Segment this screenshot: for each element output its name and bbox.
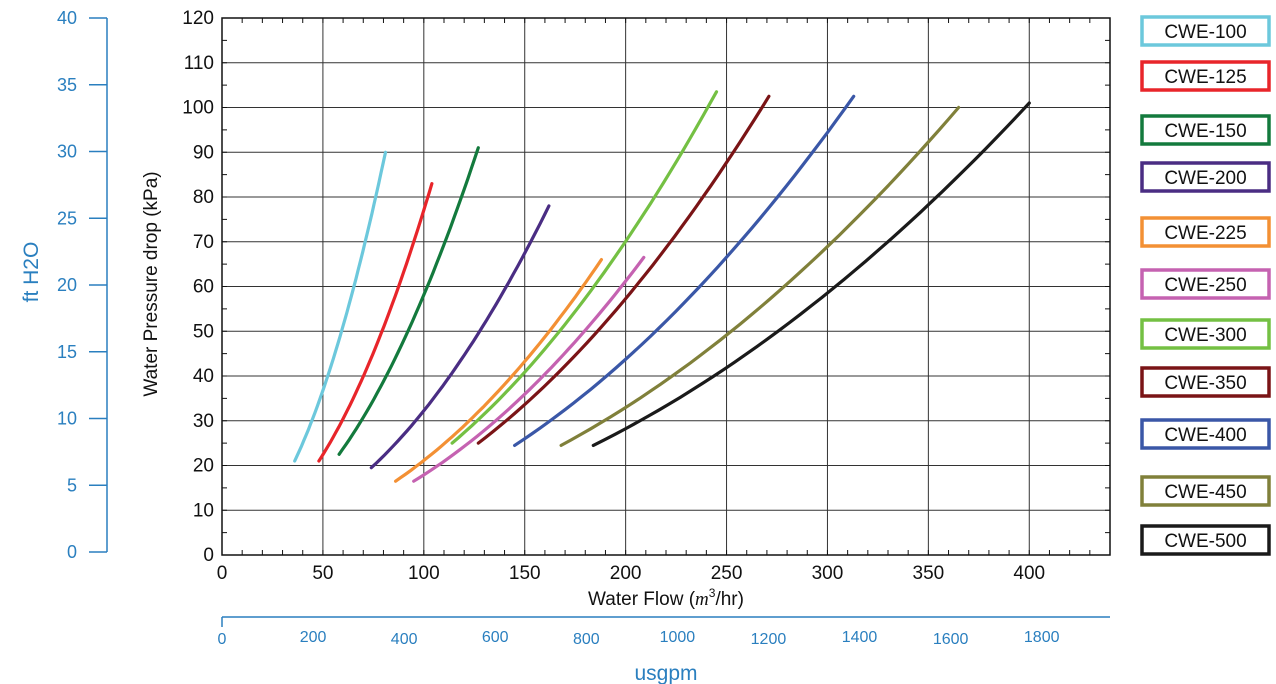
plot-frame: [221, 17, 1111, 556]
secondary-x-axis-title: usgpm: [634, 662, 697, 684]
y-axis-title: Water Pressure drop (kPa): [141, 171, 162, 396]
secondary-x-tick-label: 800: [573, 631, 600, 648]
secondary-x-tick-label: 400: [391, 631, 418, 648]
legend-box-cwe-225: [1140, 216, 1271, 248]
legend-box-cwe-400: [1140, 418, 1271, 450]
secondary-x-tick-label: 1000: [660, 629, 696, 646]
legend-label-cwe-350: CWE-350: [1164, 373, 1246, 394]
secondary-y-tick-label: 35: [57, 75, 77, 95]
secondary-y-tick-label: 5: [67, 475, 77, 495]
y-tick-label: 80: [193, 187, 214, 208]
y-tick-label: 110: [184, 53, 214, 74]
x-axis-ticks: 0 50 100 150 200 250 300 350 400: [217, 563, 1045, 584]
legend-label-cwe-300: CWE-300: [1164, 325, 1246, 346]
y-tick-label: 60: [193, 277, 214, 298]
y-tick-label: 50: [193, 321, 214, 342]
series-line-cwe-300: [450, 90, 719, 445]
x-axis-title: Water Flow (m3/hr): [588, 586, 744, 610]
series-lines: [293, 90, 1031, 483]
legend-label-cwe-125: CWE-125: [1164, 67, 1246, 88]
series-line-cwe-350: [476, 94, 771, 445]
legend-label-cwe-250: CWE-250: [1164, 275, 1246, 296]
y-tick-label: 20: [193, 456, 214, 477]
secondary-y-tick-label: 40: [57, 8, 77, 28]
legend-box-cwe-100: [1140, 15, 1271, 47]
secondary-y-axis: 0 5 10 15 20 25 30 35 40: [57, 8, 108, 562]
legend-box-cwe-125: [1140, 60, 1271, 92]
y-tick-label: 100: [182, 98, 214, 119]
x-tick-label: 150: [509, 563, 541, 584]
secondary-x-tick-label: 1200: [751, 631, 787, 648]
y-tick-label: 10: [193, 500, 214, 521]
x-tick-label: 400: [1013, 563, 1045, 584]
legend-box-cwe-450: [1140, 475, 1271, 507]
legend-box-cwe-350: [1140, 366, 1271, 398]
secondary-y-tick-label: 0: [67, 542, 77, 562]
legend: CWE-100 CWE-125 CWE-150 CWE-200 CWE-225 CWE-2…: [1140, 15, 1271, 556]
y-tick-label: 120: [182, 8, 214, 29]
x-tick-label: 250: [711, 563, 743, 584]
legend-label-cwe-200: CWE-200: [1164, 168, 1246, 189]
x-tick-label: 100: [408, 563, 440, 584]
y-tick-label: 70: [193, 232, 214, 253]
secondary-x-tick-label: 1800: [1024, 629, 1060, 646]
x-tick-label: 300: [812, 563, 844, 584]
secondary-x-tick-label: 200: [300, 629, 327, 646]
secondary-y-tick-label: 20: [57, 275, 77, 295]
x-tick-label: 0: [217, 563, 228, 584]
legend-box-cwe-500: [1140, 524, 1271, 556]
series-line-cwe-500: [591, 101, 1031, 447]
legend-label-cwe-450: CWE-450: [1164, 482, 1246, 503]
legend-box-cwe-250: [1140, 268, 1271, 300]
series-line-cwe-125: [317, 182, 434, 463]
y-tick-label: 40: [193, 366, 214, 387]
series-line-cwe-400: [512, 94, 856, 447]
x-tick-label: 200: [610, 563, 642, 584]
secondary-y-axis-title: ft H2O: [20, 242, 43, 303]
series-line-cwe-200: [369, 204, 551, 470]
legend-label-cwe-400: CWE-400: [1164, 425, 1246, 446]
secondary-y-tick-label: 10: [57, 409, 77, 429]
secondary-y-tick-label: 15: [57, 342, 77, 362]
secondary-x-tick-label: 0: [218, 631, 227, 648]
y-tick-label: 90: [193, 142, 214, 163]
legend-label-cwe-225: CWE-225: [1164, 223, 1246, 244]
legend-label-cwe-150: CWE-150: [1164, 121, 1246, 142]
x-tick-label: 350: [913, 563, 945, 584]
x-tick-label: 50: [312, 563, 333, 584]
secondary-y-tick-label: 30: [57, 142, 77, 162]
secondary-y-tick-label: 25: [57, 208, 77, 228]
y-tick-label: 0: [203, 545, 214, 566]
legend-box-cwe-200: [1140, 161, 1271, 193]
series-line-cwe-150: [337, 146, 480, 456]
series-line-cwe-225: [394, 258, 604, 483]
series-line-cwe-450: [559, 105, 961, 447]
legend-label-cwe-100: CWE-100: [1164, 22, 1246, 43]
secondary-x-tick-label: 1600: [933, 631, 969, 648]
y-tick-label: 30: [193, 411, 214, 432]
legend-box-cwe-150: [1140, 114, 1271, 146]
legend-label-cwe-500: CWE-500: [1164, 531, 1246, 552]
secondary-x-tick-label: 1400: [842, 629, 878, 646]
series-line-cwe-100: [293, 150, 388, 463]
legend-box-cwe-300: [1140, 318, 1271, 350]
series-line-cwe-250: [412, 255, 646, 483]
secondary-x-axis: 0 200 400 600 800 1000 1200 1400 1600 1800: [218, 616, 1110, 648]
secondary-x-tick-label: 600: [482, 629, 509, 646]
y-axis-ticks: 0 10 20 30 40 50 60 70 80 90 100 110 120: [182, 8, 214, 566]
plot-border: [221, 17, 1111, 556]
